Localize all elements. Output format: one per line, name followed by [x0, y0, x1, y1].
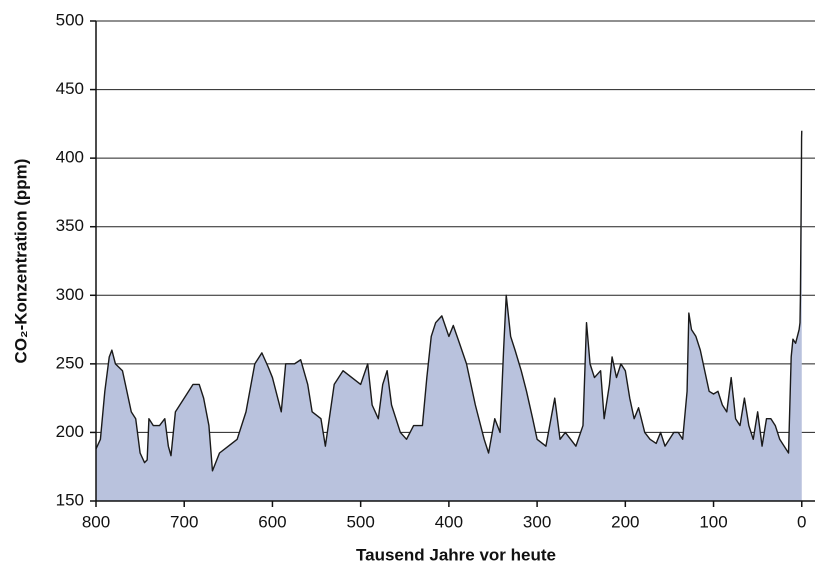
x-tick-label: 400	[435, 512, 463, 531]
y-tick-label: 250	[56, 353, 84, 372]
x-tick-label: 300	[523, 512, 551, 531]
y-tick-label: 450	[56, 79, 84, 98]
y-tick-label: 200	[56, 422, 84, 441]
y-axis-title: CO₂-Konzentration (ppm)	[11, 159, 30, 364]
x-tick-label: 700	[170, 512, 198, 531]
x-tick-label: 0	[797, 512, 806, 531]
y-tick-label: 400	[56, 148, 84, 167]
x-tick-label: 500	[346, 512, 374, 531]
x-tick-label: 600	[258, 512, 286, 531]
y-tick-label: 150	[56, 490, 84, 509]
y-tick-label: 300	[56, 285, 84, 304]
y-tick-label: 500	[56, 10, 84, 29]
area	[96, 130, 802, 501]
x-tick-label: 100	[699, 512, 727, 531]
x-axis-title: Tausend Jahre vor heute	[356, 545, 556, 564]
y-tick-label: 350	[56, 216, 84, 235]
x-tick-label: 200	[611, 512, 639, 531]
x-tick-label: 800	[82, 512, 110, 531]
line	[95, 130, 803, 472]
